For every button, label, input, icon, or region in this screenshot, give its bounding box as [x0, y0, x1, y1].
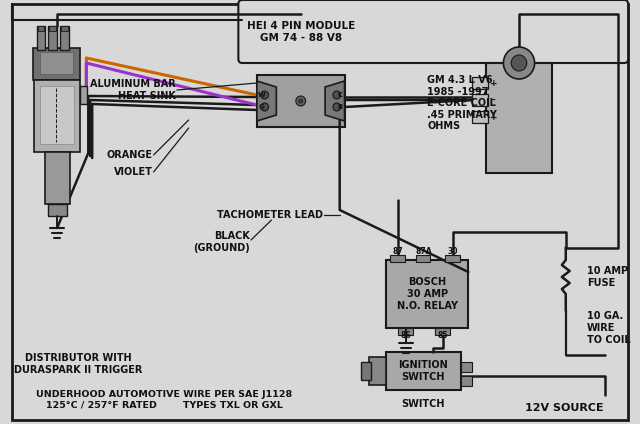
Bar [61, 26, 68, 31]
Circle shape [260, 91, 269, 99]
Bar [387, 352, 461, 390]
Text: BOSCH
30 AMP
N.O. RELAY: BOSCH 30 AMP N.O. RELAY [397, 277, 458, 311]
Bar [40, 86, 74, 144]
Text: 10 GA.
WIRE
TO COIL: 10 GA. WIRE TO COIL [588, 311, 631, 345]
Bar [40, 52, 73, 74]
Circle shape [333, 91, 340, 99]
Bar [257, 75, 344, 127]
Bar [472, 94, 488, 106]
Text: 30: 30 [447, 248, 458, 257]
Text: VIOLET: VIOLET [114, 167, 152, 177]
Bar [435, 328, 450, 335]
Text: C: C [337, 92, 342, 98]
Bar [60, 26, 69, 50]
Bar [445, 255, 460, 262]
Bar [472, 111, 488, 123]
Text: TACHOMETER LEAD: TACHOMETER LEAD [217, 210, 323, 220]
Text: 12V SOURCE: 12V SOURCE [525, 403, 603, 413]
Bar [45, 152, 70, 204]
Bar [49, 26, 56, 31]
Bar [79, 86, 87, 104]
Bar [486, 63, 552, 173]
Bar [416, 255, 430, 262]
Bar [49, 204, 67, 216]
Text: B: B [337, 104, 342, 110]
Bar [461, 376, 472, 386]
Text: 87: 87 [393, 248, 404, 257]
Text: +: + [490, 78, 497, 87]
Text: +: + [490, 112, 497, 122]
Circle shape [333, 103, 340, 111]
Text: ALUMINUM BAR
HEAT SINK: ALUMINUM BAR HEAT SINK [90, 79, 176, 101]
Polygon shape [325, 81, 344, 121]
Polygon shape [369, 357, 387, 385]
Text: W: W [258, 92, 266, 98]
Bar [49, 26, 57, 50]
Text: 85: 85 [438, 332, 448, 340]
Circle shape [296, 96, 305, 106]
Text: ORANGE: ORANGE [107, 150, 152, 160]
Circle shape [299, 99, 303, 103]
Polygon shape [257, 81, 276, 121]
Bar [38, 26, 44, 31]
Bar [34, 80, 79, 152]
Bar [472, 77, 488, 89]
Text: -: - [492, 95, 495, 104]
FancyBboxPatch shape [238, 0, 628, 63]
Text: SWITCH: SWITCH [402, 399, 445, 409]
Text: 86: 86 [401, 332, 412, 340]
Text: GM 4.3 L V6
1985 -1997
E-CORE COIL
.45 PRIMARY
OHMS: GM 4.3 L V6 1985 -1997 E-CORE COIL .45 P… [428, 75, 497, 131]
Bar [461, 362, 472, 372]
Text: IGNITION
SWITCH: IGNITION SWITCH [399, 360, 449, 382]
Bar [387, 260, 468, 328]
Text: HEI 4 PIN MODULE
GM 74 - 88 V8: HEI 4 PIN MODULE GM 74 - 88 V8 [246, 21, 355, 43]
Bar [398, 328, 413, 335]
Circle shape [511, 55, 527, 71]
Text: 87A: 87A [415, 248, 432, 257]
Bar [361, 362, 371, 380]
Bar [390, 255, 405, 262]
Polygon shape [33, 48, 81, 80]
Text: UNDERHOOD AUTOMOTIVE WIRE PER SAE J1128
125°C / 257°F RATED        TYPES TXL OR : UNDERHOOD AUTOMOTIVE WIRE PER SAE J1128 … [36, 391, 292, 410]
Text: DISTRIBUTOR WITH
DURASPARK II TRIGGER: DISTRIBUTOR WITH DURASPARK II TRIGGER [14, 353, 143, 375]
Text: BLACK
(GROUND): BLACK (GROUND) [193, 231, 250, 253]
Circle shape [504, 47, 534, 79]
Bar [36, 26, 45, 50]
Circle shape [260, 103, 269, 111]
Text: 10 AMP
FUSE: 10 AMP FUSE [588, 266, 628, 288]
Text: G: G [259, 104, 264, 110]
